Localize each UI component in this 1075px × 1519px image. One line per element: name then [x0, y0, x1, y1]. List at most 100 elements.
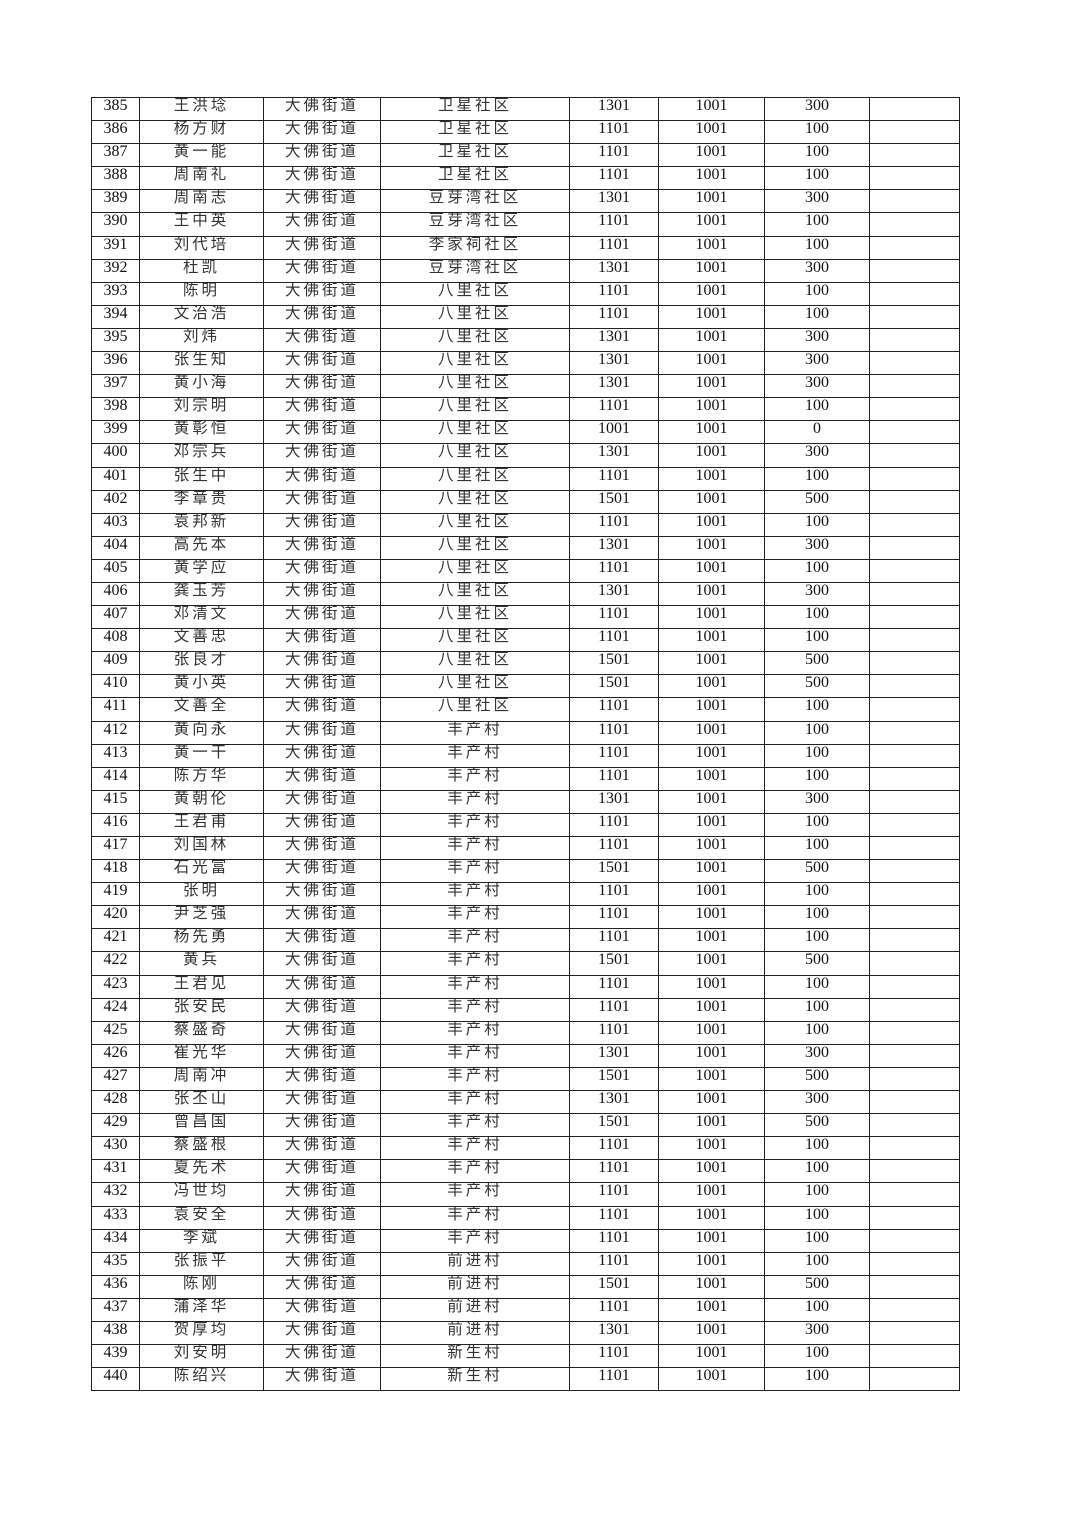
community-cell: 八里社区	[380, 535, 570, 560]
name-cell: 陈刚	[139, 1274, 264, 1299]
name-cell: 刘国林	[139, 835, 264, 861]
code-a-cell: 1301	[569, 1320, 659, 1346]
remark-cell	[869, 374, 960, 399]
name-cell: 周南冲	[139, 1066, 264, 1092]
street-cell: 大佛街道	[263, 1136, 381, 1161]
table-row: 395 刘炜 大佛街道 八里社区 1301 1001 300	[91, 327, 960, 353]
table-row: 389 周南志 大佛街道 豆芽湾社区 1301 1001 300	[91, 189, 960, 214]
community-cell: 前进村	[380, 1251, 570, 1276]
street-cell: 大佛街道	[263, 720, 381, 745]
community-cell: 八里社区	[380, 489, 570, 514]
code-a-cell: 1101	[569, 1182, 659, 1207]
code-a-cell: 1301	[569, 1090, 659, 1115]
table-row: 425 蔡盛奇 大佛街道 丰产村 1101 1001 100	[91, 1020, 960, 1045]
code-a-cell: 1301	[569, 789, 659, 814]
street-cell: 大佛街道	[263, 489, 381, 514]
name-cell: 刘炜	[139, 327, 264, 353]
code-a-cell: 1101	[569, 1228, 659, 1253]
name-cell: 黄小海	[139, 374, 264, 399]
community-cell: 八里社区	[380, 420, 570, 445]
street-cell: 大佛街道	[263, 212, 381, 237]
name-cell: 王君甫	[139, 812, 264, 838]
code-a-cell: 1101	[569, 166, 659, 191]
code-b-cell: 1001	[658, 235, 765, 260]
remark-cell	[869, 420, 960, 445]
code-a-cell: 1101	[569, 928, 659, 953]
amount-cell: 500	[764, 489, 870, 514]
code-a-cell: 1501	[569, 1113, 659, 1138]
name-cell: 杨先勇	[139, 928, 264, 953]
name-cell: 曾昌国	[139, 1113, 264, 1138]
remark-cell	[869, 1320, 960, 1346]
code-b-cell: 1001	[658, 1205, 765, 1230]
remark-cell	[869, 212, 960, 237]
name-cell: 黄朝伦	[139, 789, 264, 814]
remark-cell	[869, 466, 960, 491]
row-number-cell: 405	[91, 558, 140, 583]
street-cell: 大佛街道	[263, 882, 381, 907]
amount-cell: 100	[764, 882, 870, 907]
community-cell: 丰产村	[380, 1136, 570, 1161]
row-number-cell: 394	[91, 304, 140, 329]
row-number-cell: 439	[91, 1344, 140, 1369]
code-b-cell: 1001	[658, 489, 765, 514]
row-number-cell: 418	[91, 859, 140, 884]
street-cell: 大佛街道	[263, 512, 381, 537]
remark-cell	[869, 743, 960, 768]
name-cell: 夏先术	[139, 1159, 264, 1184]
name-cell: 李斌	[139, 1228, 264, 1253]
street-cell: 大佛街道	[263, 443, 381, 468]
street-cell: 大佛街道	[263, 1251, 381, 1276]
community-cell: 新生村	[380, 1367, 570, 1392]
community-cell: 豆芽湾社区	[380, 212, 570, 237]
street-cell: 大佛街道	[263, 789, 381, 814]
remark-cell	[869, 1136, 960, 1161]
name-cell: 贺厚均	[139, 1320, 264, 1346]
code-b-cell: 1001	[658, 1367, 765, 1392]
table-row: 424 张安民 大佛街道 丰产村 1101 1001 100	[91, 997, 960, 1022]
remark-cell	[869, 96, 960, 122]
remark-cell	[869, 166, 960, 191]
street-cell: 大佛街道	[263, 743, 381, 768]
code-b-cell: 1001	[658, 397, 765, 422]
name-cell: 黄一干	[139, 743, 264, 768]
code-b-cell: 1001	[658, 1159, 765, 1184]
community-cell: 八里社区	[380, 628, 570, 653]
remark-cell	[869, 1020, 960, 1045]
street-cell: 大佛街道	[263, 1205, 381, 1230]
street-cell: 大佛街道	[263, 120, 381, 145]
table-row: 433 袁安全 大佛街道 丰产村 1101 1001 100	[91, 1205, 960, 1230]
name-cell: 高先本	[139, 535, 264, 560]
amount-cell: 100	[764, 1020, 870, 1045]
amount-cell: 500	[764, 1066, 870, 1092]
community-cell: 丰产村	[380, 1159, 570, 1184]
street-cell: 大佛街道	[263, 905, 381, 930]
amount-cell: 300	[764, 581, 870, 607]
code-a-cell: 1101	[569, 212, 659, 237]
amount-cell: 100	[764, 1344, 870, 1369]
table-body: 385 王洪埝 大佛街道 卫星社区 1301 1001 300 386 杨方财 大佛街道 卫星社区 1…	[91, 96, 960, 1392]
amount-cell: 100	[764, 812, 870, 838]
row-number-cell: 392	[91, 258, 140, 283]
row-number-cell: 406	[91, 581, 140, 607]
code-b-cell: 1001	[658, 304, 765, 329]
street-cell: 大佛街道	[263, 143, 381, 168]
name-cell: 文善忠	[139, 628, 264, 653]
code-a-cell: 1501	[569, 951, 659, 976]
code-b-cell: 1001	[658, 143, 765, 168]
community-cell: 八里社区	[380, 512, 570, 537]
amount-cell: 500	[764, 859, 870, 884]
table-row: 408 文善忠 大佛街道 八里社区 1101 1001 100	[91, 628, 960, 653]
code-b-cell: 1001	[658, 766, 765, 791]
remark-cell	[869, 1043, 960, 1068]
name-cell: 陈方华	[139, 766, 264, 791]
street-cell: 大佛街道	[263, 651, 381, 676]
remark-cell	[869, 997, 960, 1022]
amount-cell: 300	[764, 189, 870, 214]
row-number-cell: 433	[91, 1205, 140, 1230]
code-a-cell: 1501	[569, 859, 659, 884]
street-cell: 大佛街道	[263, 859, 381, 884]
table-row: 388 周南礼 大佛街道 卫星社区 1101 1001 100	[91, 166, 960, 191]
code-b-cell: 1001	[658, 905, 765, 930]
row-number-cell: 391	[91, 235, 140, 260]
